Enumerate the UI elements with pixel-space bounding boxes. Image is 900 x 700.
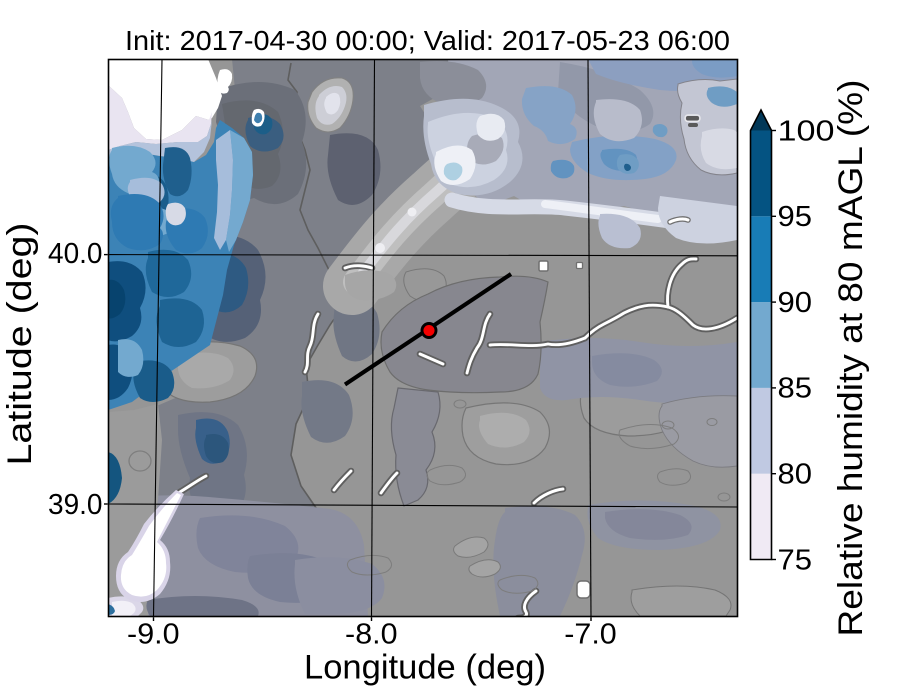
svg-text:40.0: 40.0 [48,238,103,270]
svg-text:Init: 2017-04-30 00:00; Valid:: Init: 2017-04-30 00:00; Valid: 2017-05-2… [125,25,730,56]
svg-text:-8.0: -8.0 [345,619,398,651]
svg-text:Longitude (deg): Longitude (deg) [304,649,546,687]
svg-text:85: 85 [778,373,813,405]
svg-text:-7.0: -7.0 [564,619,617,651]
svg-text:75: 75 [778,544,813,576]
svg-text:100: 100 [778,115,835,147]
svg-text:Latitude (deg): Latitude (deg) [1,223,39,466]
svg-text:Relative humidity at 80 mAGL (: Relative humidity at 80 mAGL (%) [832,80,870,637]
svg-text:-9.0: -9.0 [127,619,180,651]
svg-text:90: 90 [778,287,813,319]
svg-text:80: 80 [778,459,813,491]
svg-text:39.0: 39.0 [48,489,103,521]
svg-text:95: 95 [778,201,813,233]
